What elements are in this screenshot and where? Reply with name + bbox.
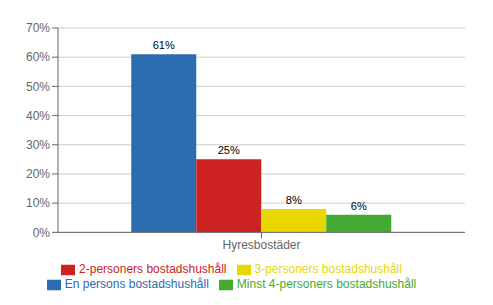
html-text:En persons bostadshushåll: En persons bostadshushåll (64, 277, 209, 292)
html-text:Minst 4-personers bostadshushå: Minst 4-personers bostadshushåll (236, 277, 417, 292)
svg-text:25%: 25% (218, 144, 240, 156)
svg-text:20%: 20% (26, 167, 50, 181)
svg-text:60%: 60% (26, 50, 50, 64)
svg-text:70%: 70% (26, 21, 50, 35)
html-text:3-personers bostadshushåll: 3-personers bostadshushåll (254, 262, 402, 277)
html-text:2-personers bostadshushåll: 2-personers bostadshushåll (79, 262, 227, 277)
svg-text:Hyresbostäder: Hyresbostäder (222, 238, 300, 252)
svg-text:50%: 50% (26, 80, 50, 94)
svg-text:30%: 30% (26, 138, 50, 152)
svg-text:0%: 0% (33, 226, 51, 240)
svg-text:6%: 6% (351, 200, 367, 212)
svg-text:40%: 40% (26, 109, 50, 123)
svg-text:10%: 10% (26, 196, 50, 210)
svg-text:61%: 61% (153, 39, 175, 51)
svg-text:8%: 8% (286, 194, 302, 206)
